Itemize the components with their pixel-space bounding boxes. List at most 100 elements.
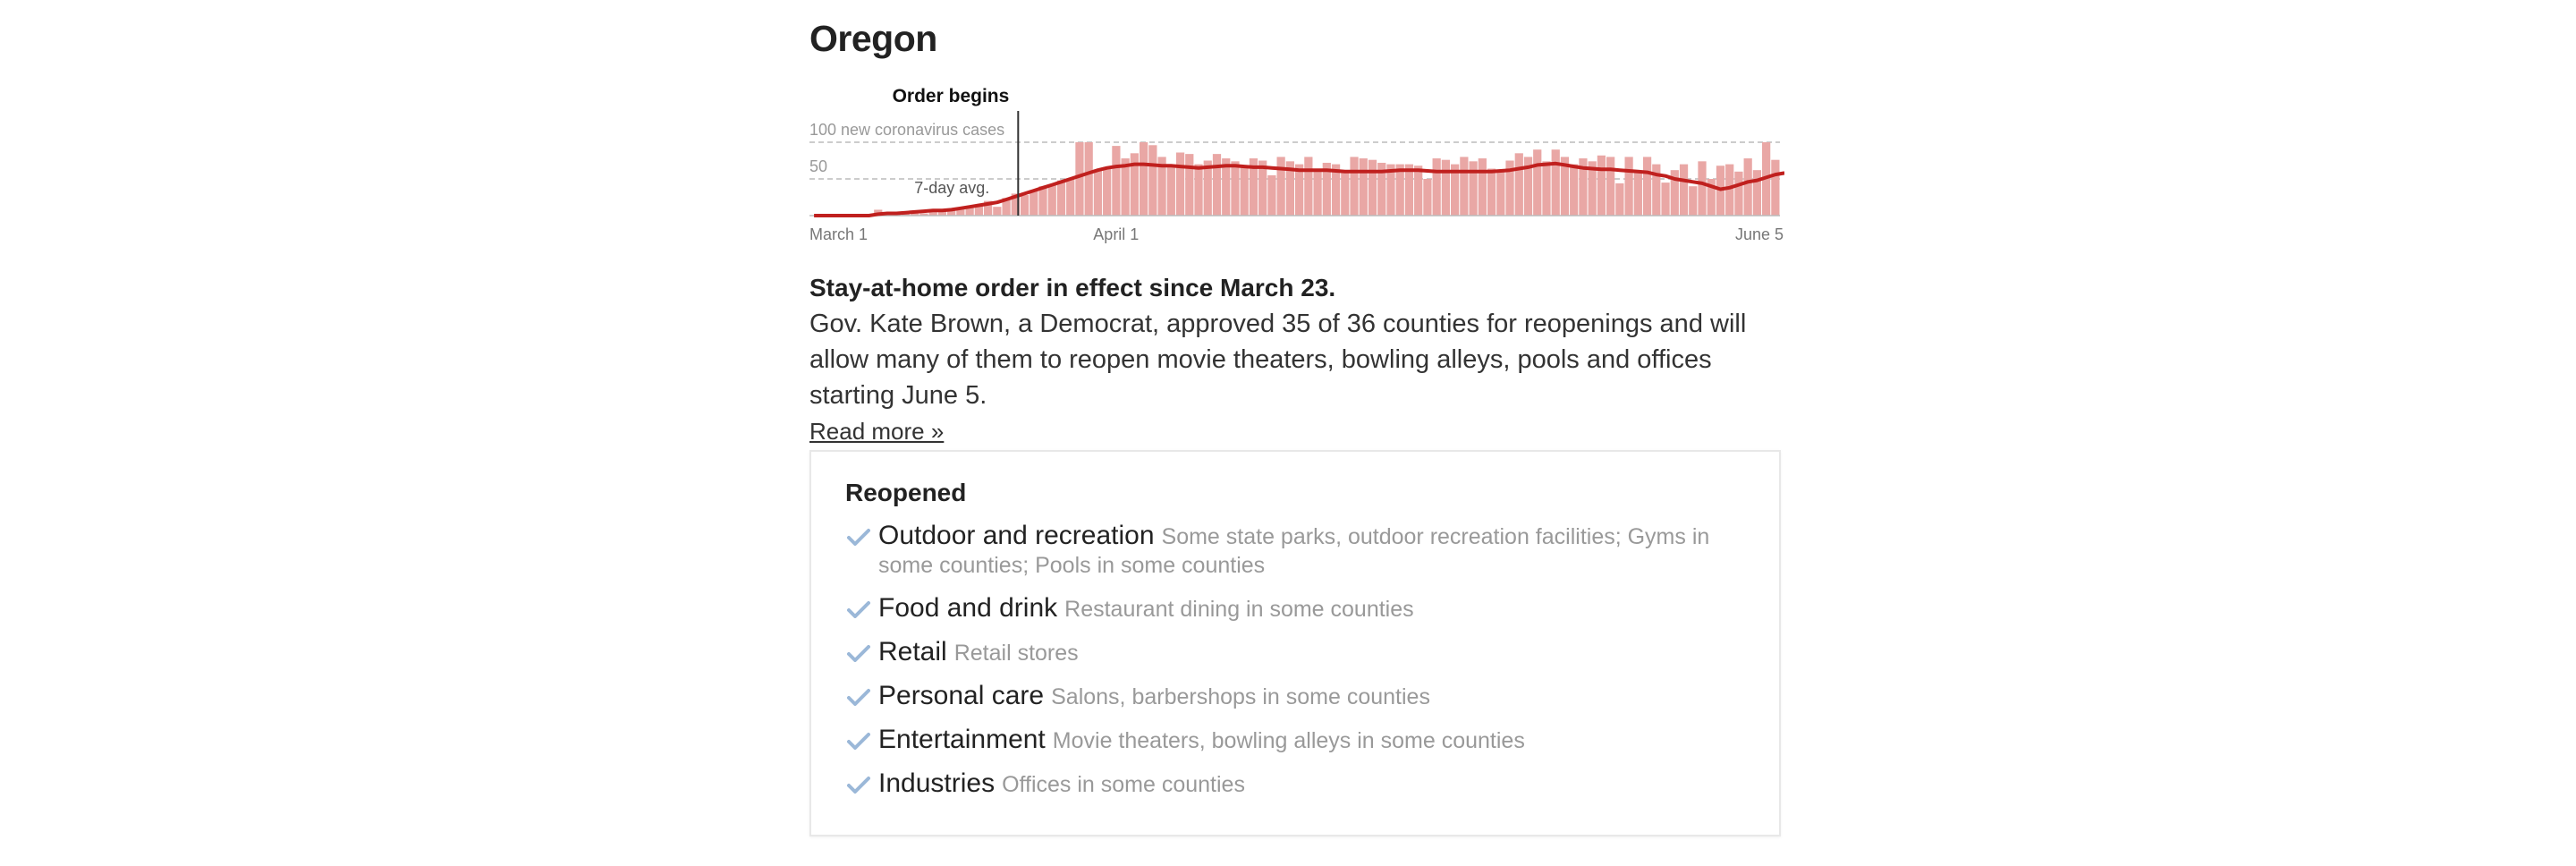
bar <box>1451 164 1460 216</box>
bar <box>1231 161 1240 216</box>
bar <box>1130 153 1139 216</box>
bar <box>1030 190 1038 216</box>
bar <box>1212 154 1222 216</box>
bar <box>947 209 956 216</box>
bar <box>1103 166 1112 216</box>
bar <box>1276 157 1285 216</box>
bar <box>1579 158 1588 216</box>
bar <box>1249 158 1258 216</box>
check-icon <box>847 733 870 750</box>
cases-chart-svg: 100 new coronavirus cases 50 Order begins 7… <box>809 86 1784 243</box>
bar <box>1661 183 1670 216</box>
bar <box>1441 159 1451 216</box>
bar <box>911 213 919 216</box>
x-tick-label: April 1 <box>1093 225 1139 243</box>
category-name: Personal care <box>878 681 1045 710</box>
category-item: Food and drink Restaurant dining in some … <box>845 593 1749 625</box>
bar <box>974 205 983 216</box>
gridline-label-100: 100 new coronavirus cases <box>809 121 1004 139</box>
category-name: Food and drink <box>878 593 1058 623</box>
bar <box>1642 157 1652 216</box>
bar <box>1194 164 1203 216</box>
bar <box>1533 149 1542 216</box>
bar <box>1679 164 1689 216</box>
bar <box>1404 164 1414 216</box>
bar <box>1222 158 1231 216</box>
category-item: Outdoor and recreation Some state parks, … <box>845 521 1749 582</box>
category-name: Outdoor and recreation <box>878 521 1155 550</box>
category-item: Personal care Salons, barbershops in some… <box>845 683 1749 713</box>
bar <box>1523 157 1533 216</box>
category-name: Entertainment <box>878 725 1046 754</box>
category-detail: Offices in some counties <box>1002 772 1245 797</box>
bar <box>1139 142 1148 216</box>
bar <box>1002 198 1011 216</box>
bar <box>1175 152 1185 216</box>
bar <box>1771 159 1780 216</box>
avg-label: 7-day avg. <box>914 179 989 197</box>
bar <box>1560 157 1570 216</box>
bar <box>1597 155 1606 216</box>
category-item: Industries Offices in some counties <box>845 768 1749 801</box>
bar <box>1689 186 1698 216</box>
status-heading: Reopened <box>845 479 967 506</box>
bar <box>1313 168 1322 216</box>
order-begins-label: Order begins <box>893 86 1010 106</box>
bar <box>983 200 993 216</box>
bar <box>1698 161 1707 216</box>
state-title: Oregon <box>809 18 937 59</box>
category-item: Entertainment Movie theaters, bowling all… <box>845 725 1749 757</box>
bar <box>1570 164 1579 216</box>
bar <box>1615 183 1624 216</box>
bar <box>1304 157 1313 216</box>
bar <box>1606 157 1615 216</box>
seven-day-avg-line <box>814 161 1784 217</box>
bar <box>956 208 965 216</box>
bar <box>1047 184 1056 216</box>
check-icon <box>847 777 870 794</box>
bar <box>1359 158 1368 216</box>
bar <box>1056 180 1066 216</box>
bar <box>1725 164 1734 216</box>
bar <box>1112 146 1121 216</box>
gridline-label-50: 50 <box>809 157 827 175</box>
bar <box>1752 170 1762 216</box>
bar <box>1505 160 1514 216</box>
bar <box>1240 166 1249 216</box>
category-name: Retail <box>878 637 947 666</box>
category-list: Outdoor and recreation Some state parks, … <box>845 521 1749 815</box>
bar <box>1267 174 1276 216</box>
bar <box>1285 161 1294 216</box>
bar <box>1350 157 1359 216</box>
bar <box>937 210 947 216</box>
x-tick-label: June 5 <box>1735 225 1784 243</box>
bar <box>1093 170 1103 216</box>
check-icon <box>847 601 870 618</box>
category-detail: Some state parks, outdoor recreation fac… <box>878 524 1710 578</box>
category-detail: Retail stores <box>953 641 1079 666</box>
bar <box>1148 145 1157 216</box>
bar <box>1395 164 1404 216</box>
bar <box>1432 158 1441 216</box>
bar <box>1066 179 1075 216</box>
bar <box>1469 161 1478 216</box>
bar <box>1157 157 1166 216</box>
bar <box>1460 157 1469 216</box>
read-more-link[interactable]: Read more » <box>809 418 945 445</box>
bar <box>1185 154 1194 216</box>
category-item: Retail Retail stores <box>845 637 1749 669</box>
bar <box>1166 164 1175 216</box>
category-detail: Salons, barbershops in some counties <box>1051 684 1430 709</box>
category-detail: Movie theaters, bowling alleys in some c… <box>1052 728 1525 753</box>
bar <box>993 207 1002 216</box>
category-name: Industries <box>878 768 996 798</box>
bar <box>1084 142 1093 216</box>
bar <box>1121 158 1130 216</box>
bar <box>1011 193 1020 216</box>
cases-chart: 100 new coronavirus cases 50 Order begins 7… <box>809 79 1784 250</box>
bar <box>1020 195 1030 216</box>
reopen-status-box: Reopened Outdoor and recreation Some stat… <box>809 450 1781 836</box>
bar <box>1487 168 1496 216</box>
bar <box>1743 158 1752 216</box>
bar <box>1734 171 1743 216</box>
